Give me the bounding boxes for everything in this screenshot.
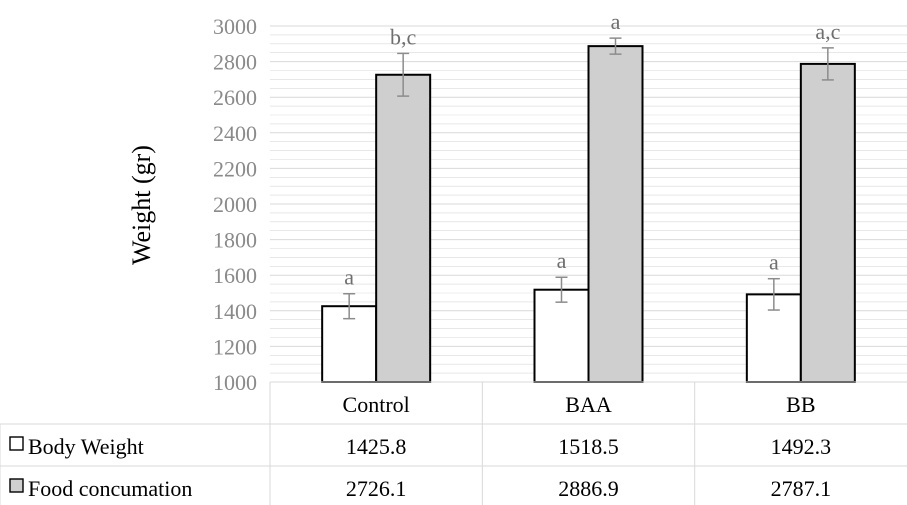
y-tick-label: 1800 [213, 228, 257, 253]
category-label: BB [786, 392, 815, 417]
y-tick-label: 2000 [213, 192, 257, 217]
significance-label: a [769, 250, 779, 275]
table-value: 1518.5 [558, 434, 619, 459]
y-tick-label: 2800 [213, 50, 257, 75]
bars: a b,c a a a a,c [321, 9, 856, 384]
legend-label: Food concumation [28, 476, 192, 501]
legend-key [9, 436, 24, 451]
significance-label: a [344, 265, 354, 290]
table-value: 2787.1 [771, 476, 832, 501]
category-label: Control [343, 392, 410, 417]
significance-label: a,c [815, 19, 840, 44]
y-tick-label: 1600 [213, 263, 257, 288]
data-table: Control BAA BB Body Weight 1425.8 1518.5 1492.… [0, 382, 907, 505]
legend-key [9, 478, 24, 493]
table-value: 1425.8 [346, 434, 407, 459]
y-tick-label: 1200 [213, 334, 257, 359]
bar [533, 288, 590, 383]
y-tick-label: 2600 [213, 85, 257, 110]
table-value: 2726.1 [346, 476, 407, 501]
y-tick-label: 1400 [213, 299, 257, 324]
y-tick-label: 1000 [213, 370, 257, 395]
bar [799, 62, 856, 383]
category-label: BAA [565, 392, 612, 417]
significance-label: b,c [390, 24, 417, 49]
table-value: 1492.3 [771, 434, 832, 459]
y-axis: 1000 1200 1400 1600 1800 2000 2200 2400 2600 2800… [213, 14, 907, 395]
y-tick-label: 3000 [213, 14, 257, 39]
significance-label: a [557, 248, 567, 273]
bar [587, 45, 644, 383]
bar [375, 73, 432, 383]
legend-label: Body Weight [28, 434, 144, 459]
y-tick-label: 2400 [213, 121, 257, 146]
table-value: 2886.9 [558, 476, 619, 501]
y-tick-label: 2200 [213, 156, 257, 181]
significance-label: a [611, 9, 621, 34]
y-axis-label: Weight (gr) [127, 145, 156, 265]
